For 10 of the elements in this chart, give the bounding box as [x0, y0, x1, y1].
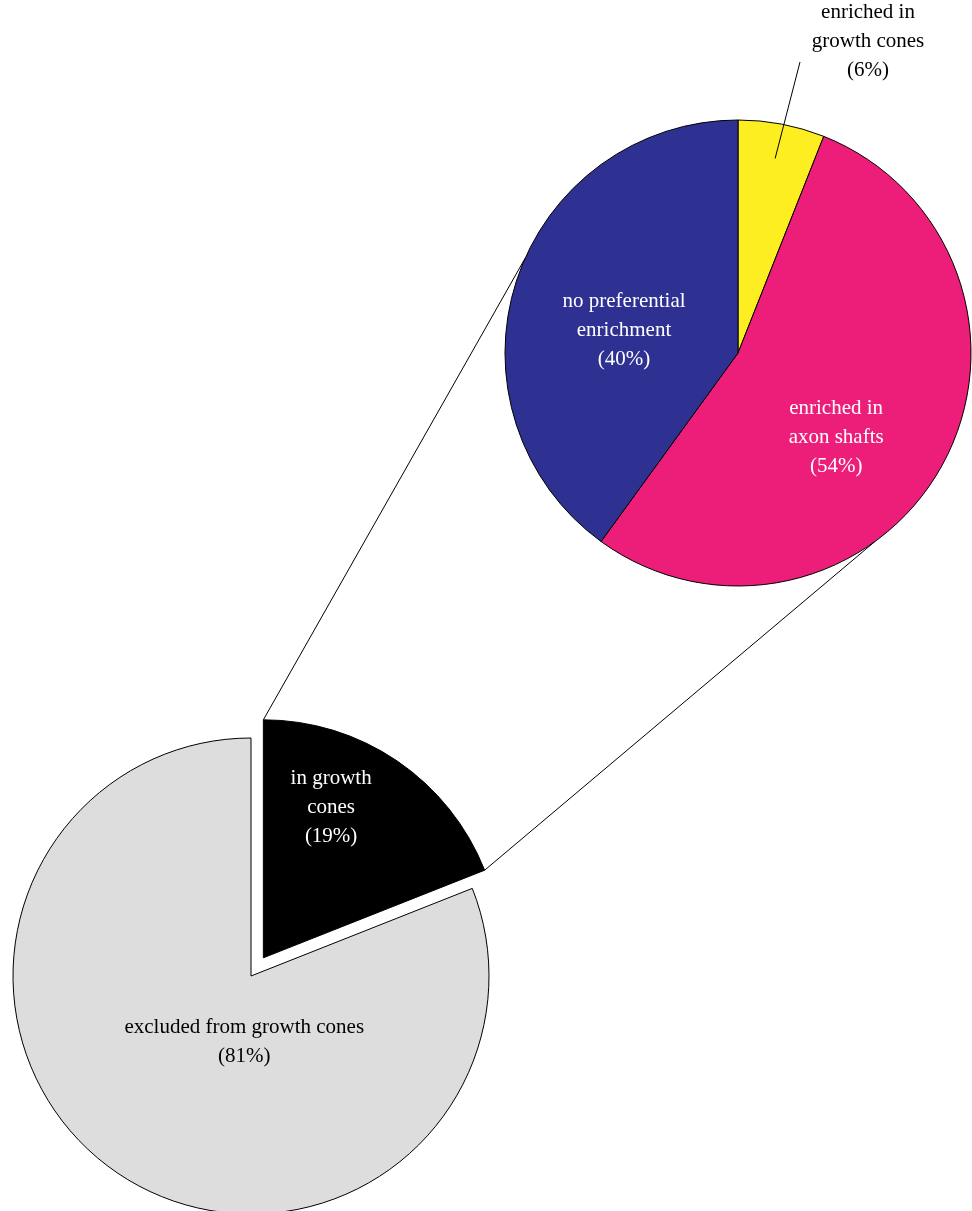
data-label: (81%)	[218, 1042, 271, 1067]
slice-label: enriched in growth cones	[811, 0, 925, 53]
data-label: (54%)	[809, 452, 863, 477]
slice-label: no preferential enrichment	[562, 288, 686, 342]
slice-label: excluded from growth cones	[124, 1013, 365, 1038]
data-label: (19%)	[304, 822, 358, 847]
data-label: (40%)	[597, 346, 651, 371]
slice-label: in growth cones	[290, 764, 373, 818]
data-label: (6%)	[847, 57, 889, 82]
slice-label: enriched in axon shafts	[788, 394, 884, 448]
